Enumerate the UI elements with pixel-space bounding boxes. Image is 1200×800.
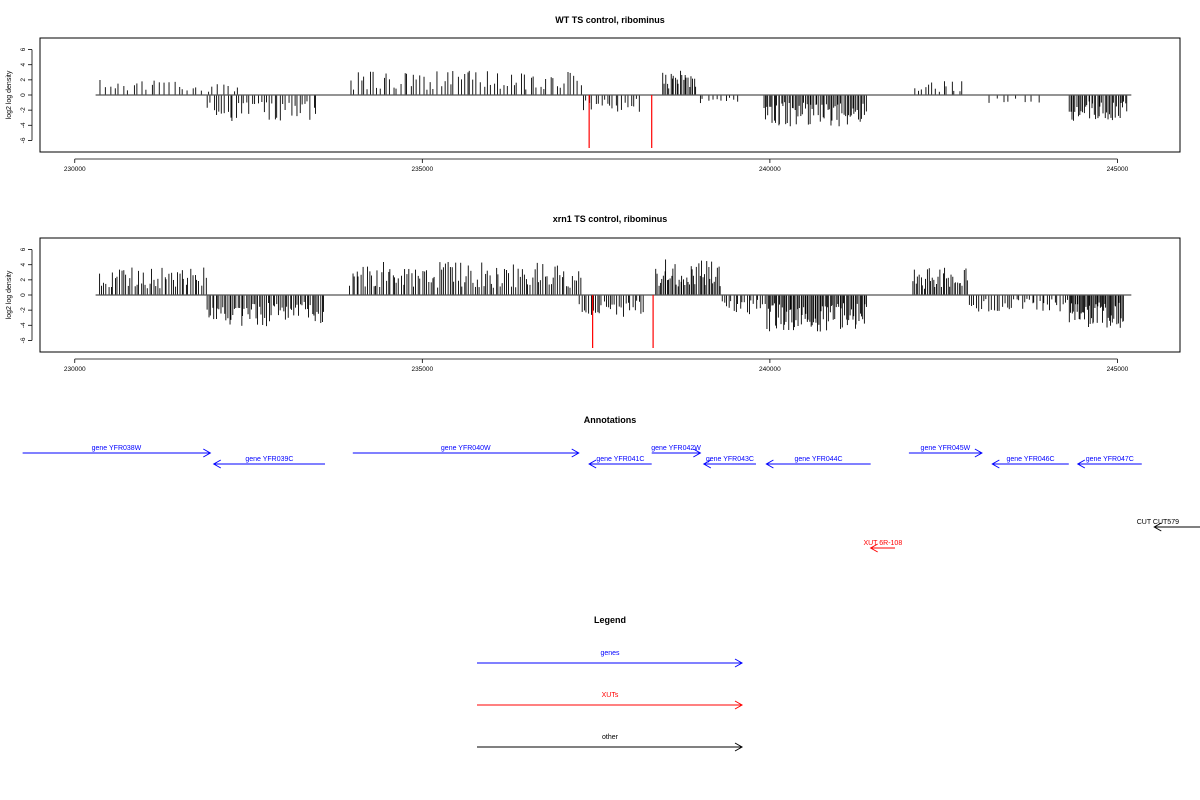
xrn1-y-axis-label: log2 log density <box>6 270 13 319</box>
x-tick-label: 245000 <box>1107 366 1129 373</box>
xrn1-panel-title: xrn1 TS control, ribominus <box>553 214 668 224</box>
y-tick-label: -2 <box>20 107 27 113</box>
annotation-feature: gene YFR044C <box>765 456 871 469</box>
feature-label: gene YFR046C <box>1006 456 1054 463</box>
annotation-feature: gene YFR043C <box>702 456 756 469</box>
annotation-feature: XUT 6R-108 <box>863 540 902 553</box>
annotation-features: gene YFR038W gene YFR039C gene YFR040W gene… <box>22 445 1200 553</box>
y-tick-label: 6 <box>20 247 27 251</box>
annotation-feature: gene YFR046C <box>991 456 1069 469</box>
legend: Legend genes XUTs other <box>477 615 744 752</box>
x-tick-label: 245000 <box>1107 166 1129 173</box>
y-tick-label: 0 <box>20 93 27 97</box>
wt-plot-frame <box>39 37 1181 153</box>
feature-arrow-head <box>869 543 878 553</box>
feature-label: gene YFR047C <box>1086 456 1134 463</box>
feature-arrow-head <box>702 459 712 469</box>
annotation-feature: gene YFR047C <box>1076 456 1142 469</box>
feature-arrow-head <box>212 459 222 469</box>
y-tick-label: -4 <box>20 122 27 128</box>
x-tick-label: 235000 <box>411 366 433 373</box>
legend-title: Legend <box>594 615 626 625</box>
legend-items: genes XUTs other <box>477 650 744 752</box>
feature-arrow-head <box>765 459 774 469</box>
x-tick-label: 230000 <box>64 166 86 173</box>
y-tick-label: -4 <box>20 322 27 328</box>
xrn1-y-axis: 6 4 2 0 -2 -4 -6 <box>20 247 33 343</box>
xrn1-coverage-bars <box>95 259 1132 348</box>
y-tick-label: 4 <box>20 63 27 67</box>
xrn1-x-axis: 230000 235000 240000 245000 <box>64 358 1129 373</box>
feature-arrow-head <box>203 448 212 458</box>
annotation-feature: CUT CUT579 <box>1137 519 1200 532</box>
feature-label: gene YFR039C <box>245 456 293 463</box>
annotation-feature: gene YFR040W <box>352 445 580 458</box>
wt-coverage-panel: WT TS control, ribominus log2 log densit… <box>6 15 1181 173</box>
legend-swatch-arrow <box>734 658 744 668</box>
feature-arrow-head <box>693 448 702 458</box>
y-tick-label: -6 <box>20 137 27 143</box>
y-tick-label: 2 <box>20 78 27 82</box>
feature-label: gene YFR040W <box>441 445 491 452</box>
feature-arrow-head <box>571 448 580 458</box>
feature-arrow-head <box>1076 459 1086 469</box>
legend-label: genes <box>600 650 620 657</box>
feature-label: gene YFR038W <box>92 445 142 452</box>
legend-label: other <box>602 734 619 741</box>
feature-arrow-head <box>1153 522 1162 532</box>
y-tick-label: 2 <box>20 278 27 282</box>
annotation-feature: gene YFR041C <box>588 456 652 469</box>
annotation-feature: gene YFR042W <box>651 445 702 458</box>
feature-arrow-head <box>974 448 983 458</box>
y-tick-label: 4 <box>20 263 27 267</box>
legend-item: genes <box>477 650 744 668</box>
y-tick-label: 0 <box>20 293 27 297</box>
feature-label: gene YFR045W <box>921 445 971 452</box>
feature-label: CUT CUT579 <box>1137 519 1179 526</box>
feature-arrow-head <box>991 459 1000 469</box>
x-tick-label: 235000 <box>411 166 433 173</box>
legend-swatch-arrow <box>734 700 744 710</box>
x-tick-label: 240000 <box>759 366 781 373</box>
legend-swatch-arrow <box>734 742 744 752</box>
wt-y-axis-label: log2 log density <box>6 70 13 119</box>
y-tick-label: 6 <box>20 47 27 51</box>
feature-arrow-head <box>588 459 597 469</box>
wt-panel-title: WT TS control, ribominus <box>555 15 665 25</box>
annotation-feature: gene YFR039C <box>212 456 325 469</box>
feature-label: gene YFR042W <box>651 445 701 452</box>
annotations-title: Annotations <box>584 415 637 425</box>
feature-label: gene YFR043C <box>706 456 754 463</box>
x-tick-label: 240000 <box>759 166 781 173</box>
legend-label: XUTs <box>602 692 619 699</box>
feature-label: gene YFR044C <box>794 456 842 463</box>
feature-label: XUT 6R-108 <box>863 540 902 547</box>
xrn1-coverage-panel: xrn1 TS control, ribominus log2 log dens… <box>6 214 1181 373</box>
legend-item: other <box>477 734 744 752</box>
annotation-feature: gene YFR045W <box>908 445 983 458</box>
y-tick-label: -6 <box>20 337 27 343</box>
wt-coverage-bars <box>95 70 1132 148</box>
wt-y-axis: 6 4 2 0 -2 -4 -6 <box>20 47 33 143</box>
annotation-feature: gene YFR038W <box>22 445 212 458</box>
legend-item: XUTs <box>477 692 744 710</box>
y-tick-label: -2 <box>20 307 27 313</box>
wt-x-axis: 230000 235000 240000 245000 <box>64 158 1129 173</box>
feature-label: gene YFR041C <box>596 456 644 463</box>
x-tick-label: 230000 <box>64 366 86 373</box>
xrn1-plot-frame <box>39 237 1181 353</box>
